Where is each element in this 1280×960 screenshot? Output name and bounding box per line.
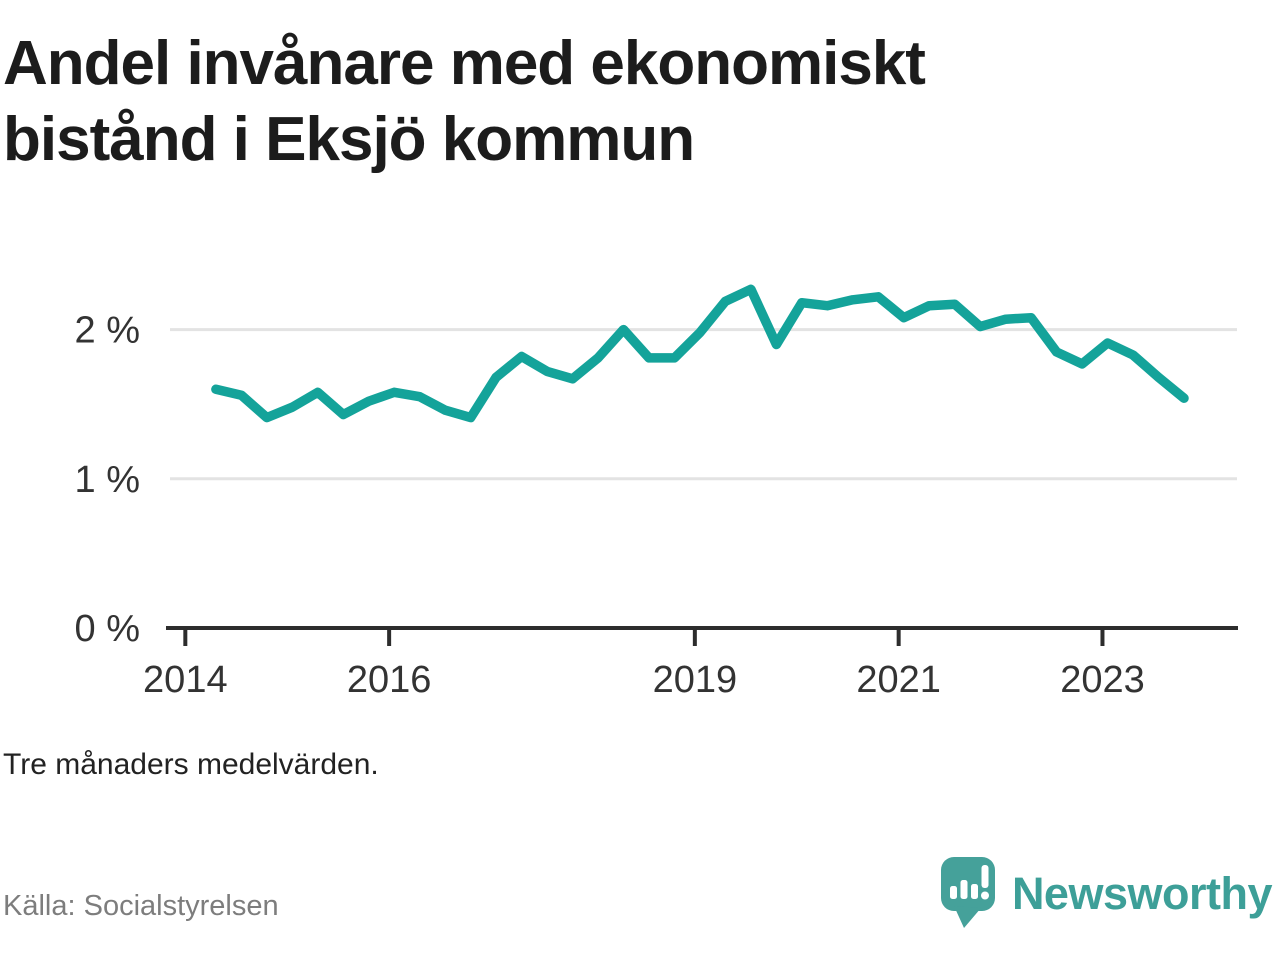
logo-bar-2 xyxy=(960,880,968,899)
logo-exclamation-stem xyxy=(981,865,989,888)
source-label: Källa: Socialstyrelsen xyxy=(3,890,279,922)
page-title: Andel invånare med ekonomiskt bistånd i E… xyxy=(3,26,1203,179)
line-chart: 0 % 1 % 2 % 2014 2016 2019 2021 2023 xyxy=(75,284,1238,701)
svg-text:1 %: 1 % xyxy=(75,459,140,501)
logo-exclamation-dot xyxy=(980,891,989,900)
svg-text:2014: 2014 xyxy=(143,659,228,701)
svg-text:2023: 2023 xyxy=(1060,659,1145,701)
newsworthy-wordmark: Newsworthy xyxy=(1011,868,1273,919)
logo-bar-1 xyxy=(949,886,957,899)
svg-text:2016: 2016 xyxy=(347,659,432,701)
data-line xyxy=(211,284,1189,423)
title-line-2: bistånd i Eksjö kommun xyxy=(3,105,695,175)
newsworthy-logo: Newsworthy xyxy=(940,856,1273,932)
svg-text:0 %: 0 % xyxy=(75,608,140,650)
chart-note: Tre månaders medelvärden. xyxy=(3,748,379,781)
svg-text:2021: 2021 xyxy=(856,659,941,701)
svg-text:2 %: 2 % xyxy=(75,310,140,352)
x-axis-labels: 2014 2016 2019 2021 2023 xyxy=(143,659,1145,701)
x-axis xyxy=(166,626,1238,646)
logo-bar-3 xyxy=(970,884,978,899)
svg-text:2019: 2019 xyxy=(653,659,738,701)
y-axis-labels: 0 % 1 % 2 % xyxy=(75,310,140,650)
newsworthy-logo-icon xyxy=(940,857,995,928)
title-line-1: Andel invånare med ekonomiskt xyxy=(3,29,926,98)
logo-bubble-tail xyxy=(953,906,981,928)
